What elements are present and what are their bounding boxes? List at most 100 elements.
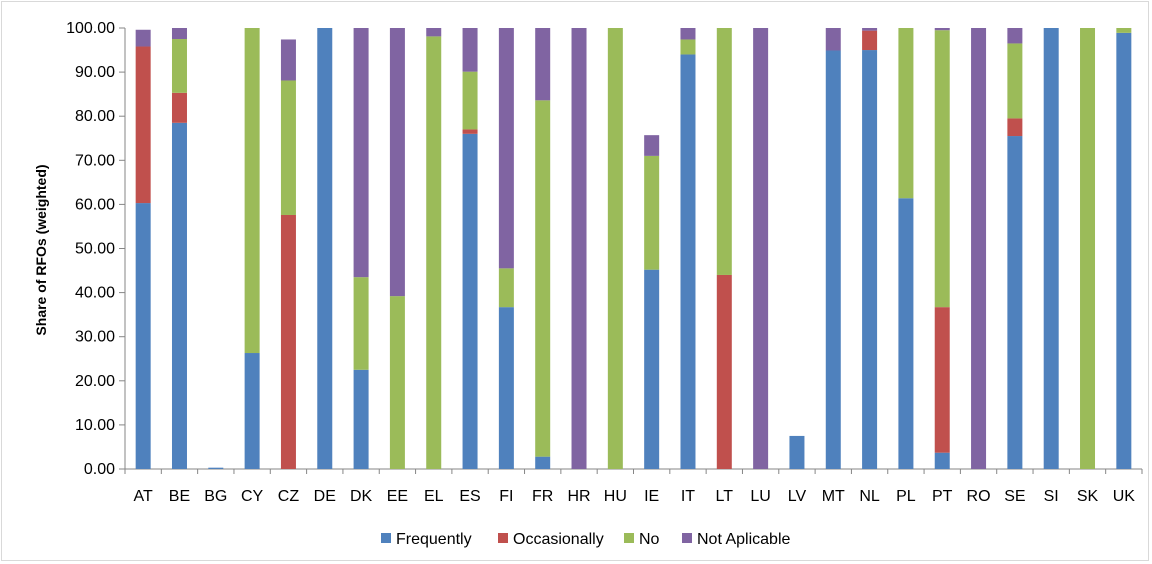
x-tick-label: PL — [896, 488, 916, 505]
bar-segment-pl-no — [898, 28, 914, 199]
bar-segment-bg-frequently — [208, 467, 224, 469]
y-tick-label: 30.00 — [75, 329, 115, 346]
bar-segment-fi-no — [498, 268, 514, 308]
legend: Frequently Occasionally No Not Aplicable — [381, 531, 790, 548]
bar-segment-ie-no — [644, 155, 660, 270]
x-tick-label: LT — [716, 488, 734, 505]
x-tick-label: UK — [1113, 488, 1136, 505]
bar-segment-es-not-aplicable — [462, 28, 478, 72]
bar-segment-ie-frequently — [644, 269, 660, 469]
bar-segment-es-occasionally — [462, 129, 478, 134]
y-tick-label: 60.00 — [75, 196, 115, 213]
x-tick-label: MT — [822, 488, 845, 505]
x-tick-label: PT — [932, 488, 953, 505]
bar-segment-be-no — [171, 39, 187, 93]
bar-segment-at-frequently — [135, 203, 151, 469]
bar-segment-pt-occasionally — [934, 307, 950, 453]
bar-segment-lt-occasionally — [716, 274, 732, 469]
x-tick-label: DE — [314, 488, 336, 505]
bar-segment-nl-not-aplicable — [862, 28, 878, 31]
x-tick-label: EE — [387, 488, 408, 505]
bar-segment-fi-frequently — [498, 307, 514, 469]
y-tick-label: 50.00 — [75, 241, 115, 258]
legend-label: Not Aplicable — [697, 531, 790, 548]
bar-segment-fr-frequently — [535, 456, 551, 469]
x-tick-label: NL — [859, 488, 880, 505]
bar-segment-se-occasionally — [1007, 118, 1023, 137]
x-tick-label: LU — [750, 488, 770, 505]
bar-segment-it-no — [680, 39, 696, 55]
x-tick-label: IT — [681, 488, 695, 505]
bar-segment-nl-occasionally — [862, 30, 878, 51]
y-tick-label: 90.00 — [75, 64, 115, 81]
bar-segment-lv-frequently — [789, 435, 805, 469]
bar-segment-se-frequently — [1007, 136, 1023, 470]
x-tick-label: ES — [459, 488, 480, 505]
bar-segment-ro-not-aplicable — [971, 28, 987, 469]
x-tick-label: SI — [1044, 488, 1059, 505]
y-axis-title: Share of RFOs (weighted) — [33, 164, 49, 335]
bar-segment-dk-no — [353, 277, 369, 370]
bar-segment-at-not-aplicable — [135, 29, 151, 47]
x-tick-label: HU — [604, 488, 627, 505]
bar-segment-hr-not-aplicable — [571, 28, 587, 469]
y-tick-label: 70.00 — [75, 152, 115, 169]
bar-segment-se-no — [1007, 43, 1023, 119]
x-tick-label: IE — [644, 488, 659, 505]
bar-segment-pt-not-aplicable — [934, 28, 950, 31]
bar-segment-be-occasionally — [171, 92, 187, 123]
bar-segment-cy-frequently — [244, 353, 260, 469]
bar-segment-it-not-aplicable — [680, 28, 696, 40]
x-tick-label: SE — [1004, 488, 1025, 505]
bar-segment-es-frequently — [462, 133, 478, 469]
bar-segment-ee-not-aplicable — [389, 28, 405, 297]
legend-label: Occasionally — [513, 531, 604, 548]
bar-segment-lu-not-aplicable — [753, 28, 769, 469]
x-tick-label: AT — [134, 488, 153, 505]
x-tick-label: SK — [1077, 488, 1099, 505]
y-tick-label: 10.00 — [75, 417, 115, 434]
legend-swatch-frequently — [381, 533, 391, 543]
bar-segment-nl-frequently — [862, 50, 878, 470]
bar-segment-dk-not-aplicable — [353, 28, 369, 278]
bars — [135, 28, 1132, 470]
bar-segment-it-frequently — [680, 54, 696, 470]
x-tick-label: HR — [567, 488, 590, 505]
bar-segment-uk-no — [1116, 28, 1132, 33]
legend-label: No — [639, 531, 660, 548]
bar-segment-ie-not-aplicable — [644, 135, 660, 156]
x-tick-label: CY — [241, 488, 264, 505]
x-tick-label: EL — [424, 488, 444, 505]
bar-segment-cz-occasionally — [280, 214, 296, 469]
y-tick-label: 100.00 — [66, 20, 115, 37]
legend-swatch-no — [624, 533, 634, 543]
x-tick-label: BG — [204, 488, 227, 505]
bar-segment-cz-no — [280, 80, 296, 215]
bar-segment-es-no — [462, 71, 478, 130]
bar-segment-fi-not-aplicable — [498, 28, 514, 269]
x-tick-label: DK — [350, 488, 373, 505]
bar-segment-hu-no — [607, 28, 623, 469]
bar-segment-el-not-aplicable — [426, 28, 442, 37]
bar-segment-fr-no — [535, 100, 551, 457]
bar-segment-si-frequently — [1043, 28, 1059, 469]
x-tick-label: RO — [967, 488, 991, 505]
bar-segment-ee-no — [389, 296, 405, 469]
bar-segment-at-occasionally — [135, 46, 151, 204]
bar-segment-mt-frequently — [825, 50, 841, 470]
bar-segment-sk-no — [1080, 28, 1096, 469]
x-tick-label: LV — [788, 488, 807, 505]
x-tick-label: BE — [169, 488, 190, 505]
bar-segment-dk-frequently — [353, 369, 369, 469]
bar-segment-be-frequently — [171, 122, 187, 469]
x-tick-label: FI — [499, 488, 513, 505]
x-tick-label: CZ — [278, 488, 300, 505]
bar-segment-be-not-aplicable — [171, 28, 187, 40]
bar-segment-pt-frequently — [934, 452, 950, 469]
bar-segment-lt-no — [716, 28, 732, 275]
legend-swatch-not-aplicable — [682, 533, 692, 543]
bar-segment-cz-not-aplicable — [280, 39, 296, 81]
bar-segment-el-no — [426, 36, 442, 470]
x-axis: AT BE BG CY CZ DE DK EE EL ES FI FR HR HU IE IT LT LU LV MT… — [124, 468, 1143, 505]
